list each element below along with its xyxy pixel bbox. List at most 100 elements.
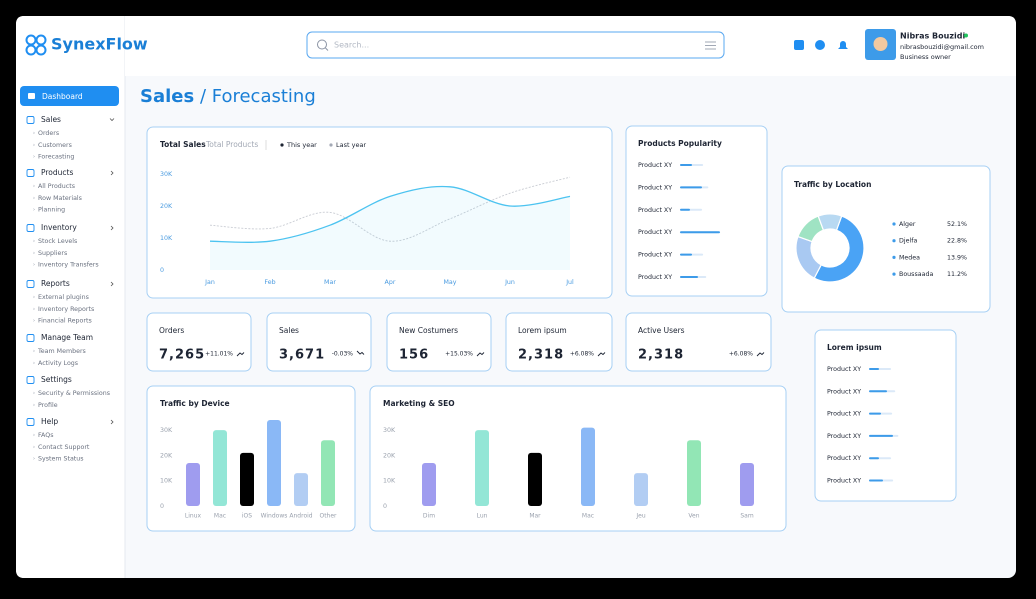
y-tick-label: 30K: [383, 427, 396, 434]
tab-active[interactable]: Total Sales: [160, 140, 206, 149]
add-button[interactable]: [794, 40, 804, 50]
x-tick-label: Jul: [565, 279, 574, 286]
legend-value: 11.2%: [947, 271, 967, 278]
nav-group[interactable]: Sales: [41, 115, 61, 124]
x-tick-label: Jan: [204, 279, 215, 286]
nav-item[interactable]: Suppliers: [38, 250, 67, 257]
nav-item[interactable]: Team Members: [37, 348, 86, 355]
kpi-value: 156: [399, 348, 429, 363]
row-label: Product XY: [638, 207, 672, 214]
nav-item[interactable]: Activity Logs: [38, 360, 78, 367]
donut-segment: [817, 213, 843, 231]
nav-group[interactable]: Manage Team: [41, 333, 93, 342]
card-title: Lorem ipsum: [827, 343, 882, 352]
nav-item[interactable]: Orders: [38, 130, 59, 137]
filter-icon[interactable]: [705, 41, 716, 50]
nav-item[interactable]: FAQs: [38, 432, 53, 439]
x-tick-label: Apr: [385, 279, 396, 286]
kpi-change: -0.03%: [332, 351, 354, 358]
nav-item[interactable]: Inventory Transfers: [38, 262, 99, 269]
nav-bullet: ›: [33, 195, 35, 201]
nav-item[interactable]: External plugins: [38, 294, 89, 301]
bar: [634, 473, 648, 506]
nav-item[interactable]: Security & Permissions: [38, 390, 110, 397]
nav-item[interactable]: All Products: [38, 183, 75, 190]
nav-bullet: ›: [33, 154, 35, 160]
search-box[interactable]: [306, 31, 725, 59]
nav-icon: [26, 224, 35, 232]
nav-bullet: ›: [33, 433, 35, 439]
legend-label: Djelfa: [899, 238, 917, 245]
chevron: [110, 281, 114, 287]
nav-icon: [26, 334, 35, 342]
nav-label[interactable]: Dashboard: [42, 92, 83, 101]
avatar-face: [873, 37, 888, 51]
x-tick-label: May: [443, 279, 456, 286]
nav-bullet: ›: [33, 318, 35, 324]
notifications-button[interactable]: [838, 41, 848, 49]
row-label: Product XY: [827, 433, 861, 440]
x-tick-label: Lun: [477, 513, 488, 520]
row-label: Product XY: [638, 274, 672, 281]
nav-group[interactable]: Products: [41, 168, 73, 177]
row-label: Product XY: [638, 162, 672, 169]
page-section: Sales: [140, 86, 194, 107]
bar: [475, 430, 489, 506]
page-name: Forecasting: [212, 86, 316, 107]
nav-bullet: ›: [33, 391, 35, 397]
x-tick-label: Mac: [582, 513, 594, 520]
chevron: [110, 225, 114, 231]
messages-button[interactable]: [815, 40, 825, 50]
total-sales-card: [146, 126, 613, 299]
y-tick-label: 20K: [160, 452, 173, 459]
kpi-change: +6.08%: [570, 351, 594, 358]
online-dot: [964, 33, 968, 38]
nav-item[interactable]: Contact Support: [38, 444, 90, 451]
nav-item[interactable]: Customers: [38, 142, 72, 149]
legend-label: Last year: [336, 141, 366, 149]
nav-bullet: ›: [33, 207, 35, 213]
y-tick-label: 0: [383, 503, 387, 510]
nav-item[interactable]: Planning: [38, 207, 65, 214]
kpi-card: [146, 312, 252, 372]
bar: [740, 463, 754, 506]
bar: [422, 463, 436, 506]
nav-bullet: ›: [33, 456, 35, 462]
bar: [869, 368, 879, 370]
nav-active[interactable]: [20, 86, 119, 106]
x-tick-label: Windows: [261, 513, 288, 520]
nav-item[interactable]: Inventory Reports: [38, 306, 94, 313]
nav-group[interactable]: Settings: [41, 375, 72, 384]
nav-item[interactable]: Forecasting: [38, 154, 74, 161]
kpi-title: Sales: [279, 326, 299, 335]
x-tick-label: Sam: [740, 513, 753, 520]
nav-bullet: ›: [33, 250, 35, 256]
bar: [680, 186, 702, 189]
bar: [267, 420, 281, 506]
tab[interactable]: Total Products: [205, 140, 258, 149]
kpi-title: Lorem ipsum: [518, 326, 567, 335]
nav-group[interactable]: Inventory: [41, 223, 77, 232]
y-tick-label: 30K: [160, 427, 173, 434]
nav-icon: [26, 116, 35, 124]
nav-item[interactable]: System Status: [38, 456, 84, 463]
nav-group[interactable]: Help: [41, 417, 58, 426]
legend-dot: [892, 239, 896, 243]
nav-icon: [26, 376, 35, 384]
card-title: Marketing & SEO: [383, 399, 455, 408]
legend-dot: [892, 255, 896, 259]
kpi-value: 2,318: [638, 348, 684, 363]
legend-value: 13.9%: [947, 254, 967, 261]
x-tick-label: Mar: [529, 513, 541, 520]
bar: [680, 276, 698, 278]
nav-item[interactable]: Financial Reports: [38, 318, 92, 325]
nav-item[interactable]: Row Materials: [38, 195, 82, 202]
user-name: Nibras Bouzidi: [900, 32, 965, 41]
bar: [680, 164, 692, 166]
row-label: Product XY: [827, 388, 861, 395]
nav-item[interactable]: Stock Levels: [38, 238, 77, 245]
nav-group[interactable]: Reports: [41, 279, 70, 288]
nav-item[interactable]: Profile: [38, 402, 58, 409]
x-tick-label: Feb: [264, 279, 275, 286]
